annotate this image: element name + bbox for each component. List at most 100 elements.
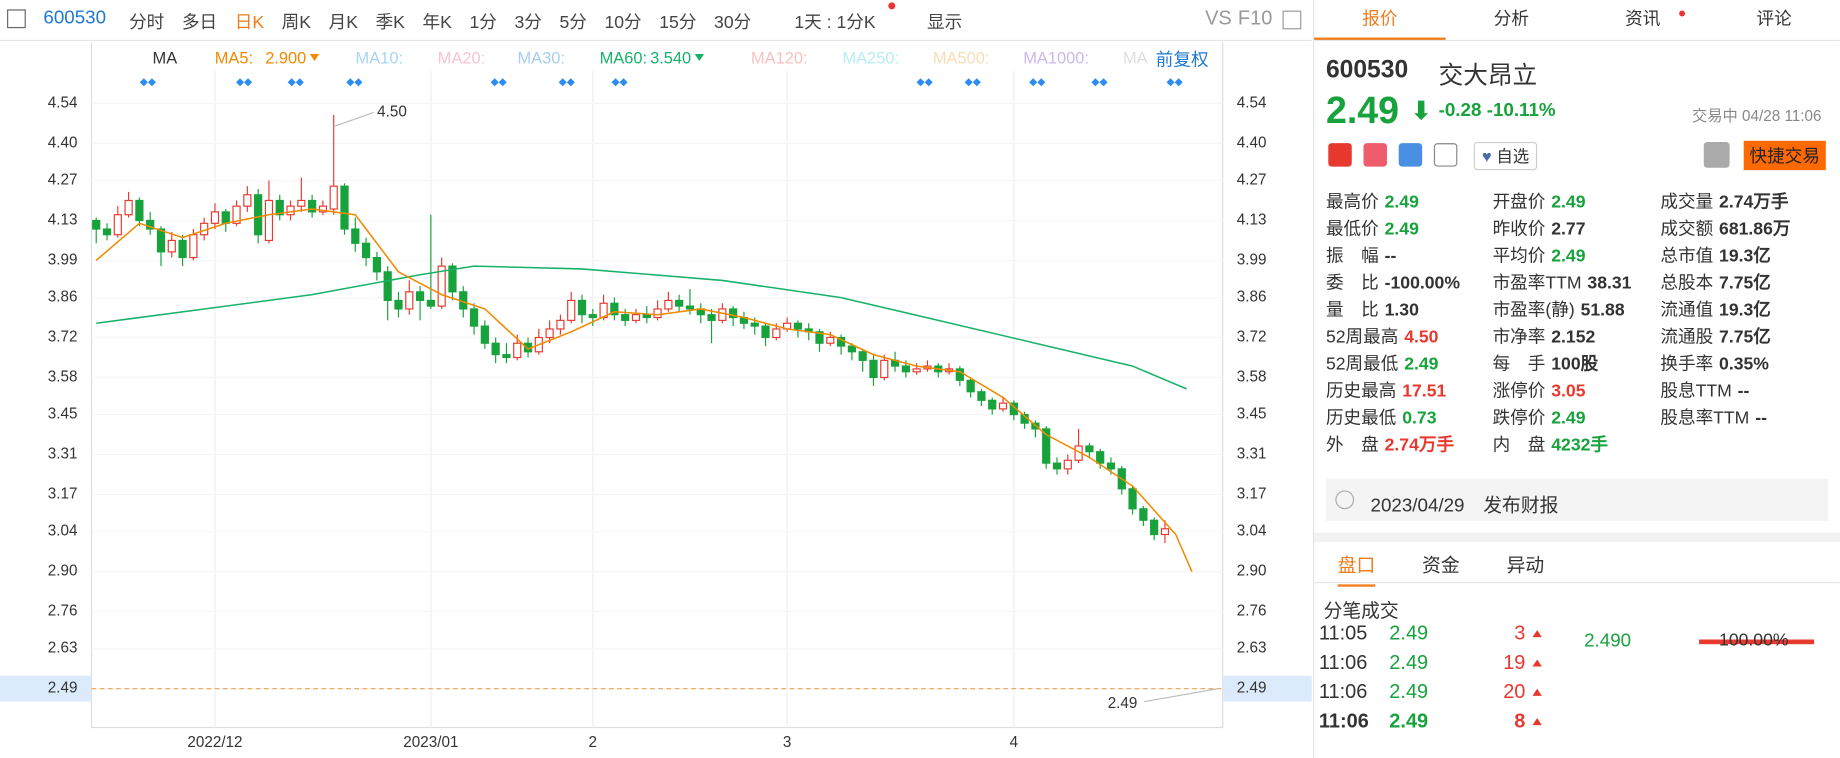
- period-select[interactable]: 1天 : 1分K: [794, 12, 876, 33]
- panel-tab[interactable]: 资讯: [1625, 9, 1661, 30]
- candle-body: [415, 291, 425, 301]
- stat-value: 51.88: [1580, 300, 1625, 321]
- candle-body: [718, 308, 727, 321]
- stat-value: 0.73: [1402, 408, 1437, 429]
- subtab[interactable]: 资金: [1422, 556, 1460, 577]
- candle-body: [124, 199, 133, 216]
- candle-body: [361, 242, 371, 259]
- panel-tab[interactable]: 评论: [1756, 9, 1792, 30]
- y-tick-label: 3.99: [48, 251, 78, 268]
- stat-label: 股息TTM: [1660, 381, 1732, 402]
- subtab[interactable]: 盘口: [1337, 549, 1376, 587]
- stat: 成交量 2.74万手: [1660, 189, 1788, 214]
- watch-button[interactable]: ♥ 自选: [1473, 141, 1538, 171]
- period-tab[interactable]: 3分: [514, 12, 542, 33]
- period-tab[interactable]: 1分: [469, 12, 497, 33]
- divider: [1314, 532, 1840, 543]
- event-marker: ◆◆: [559, 76, 576, 88]
- candle-body: [707, 314, 716, 321]
- vs-button[interactable]: VS: [1205, 7, 1232, 30]
- ma-caret: [309, 53, 320, 62]
- icon[interactable]: [1328, 143, 1352, 167]
- icon[interactable]: [1363, 143, 1387, 167]
- restore-button[interactable]: 前复权: [1155, 50, 1209, 71]
- watch-label: 自选: [1496, 146, 1530, 166]
- period-tab[interactable]: 周K: [281, 12, 312, 33]
- trade-time: 11:06: [1318, 709, 1369, 733]
- candle-body: [847, 345, 856, 353]
- stat: 市净率 2.152: [1493, 324, 1596, 349]
- period-tab[interactable]: 季K: [375, 12, 405, 33]
- candle-body: [1063, 459, 1072, 470]
- x-tick-label: 2022/12: [187, 734, 242, 751]
- ma-name: MA30:: [517, 48, 565, 67]
- event-marker: ◆◆: [1166, 76, 1183, 88]
- candle-body: [1160, 528, 1170, 536]
- stat: 跌停价 2.49: [1493, 405, 1586, 430]
- menu-icon[interactable]: [7, 9, 26, 29]
- ma-name: MA60:: [599, 48, 648, 67]
- icon[interactable]: [1433, 143, 1458, 167]
- period-tab[interactable]: 5分: [559, 12, 587, 33]
- stat-label: 委 比: [1325, 273, 1379, 294]
- y-tick-label: 3.04: [48, 523, 78, 540]
- period-tab[interactable]: 10分: [604, 12, 642, 33]
- stat: 最低价 2.49: [1326, 216, 1419, 241]
- trade-volume: 20: [1503, 680, 1526, 703]
- stat-label: 最低价: [1325, 219, 1379, 240]
- candle-body: [869, 359, 878, 379]
- ma-label[interactable]: MA: [152, 48, 178, 67]
- trade-button[interactable]: 快捷交易: [1743, 140, 1826, 171]
- candle-body: [221, 211, 230, 224]
- stat-label: 涨停价: [1492, 381, 1546, 402]
- ma-name: MA1000:: [1023, 48, 1089, 67]
- toolbar: 600530 分时 多日 日K 周K 月K 季K 年K 1分 3分 5分 10分 15分 30分 1天 …: [0, 0, 1312, 42]
- candle-body: [685, 305, 695, 310]
- stat: 内 盘 4232手: [1493, 432, 1608, 457]
- period-tab[interactable]: 日K: [234, 12, 265, 33]
- stat-value: 17.51: [1402, 381, 1447, 402]
- stat: 昨收价 2.77: [1493, 216, 1586, 241]
- trade-time: 11:06: [1318, 680, 1368, 703]
- bell[interactable]: [1703, 141, 1730, 168]
- icon[interactable]: [1398, 143, 1423, 167]
- panel-tab[interactable]: 报价: [1314, 0, 1446, 40]
- notice[interactable]: 2023/04/29 发布财报: [1370, 496, 1559, 517]
- stat: 市盈率(静) 51.88: [1493, 297, 1625, 322]
- stat: 量 比 1.30: [1326, 297, 1419, 322]
- candle-body: [243, 194, 252, 207]
- ma-name: MA250:: [842, 48, 900, 67]
- x-tick-label: 4: [1010, 734, 1019, 751]
- stat-label: 成交量: [1660, 192, 1714, 213]
- panel-tab[interactable]: 分析: [1493, 9, 1529, 30]
- candle-body: [858, 351, 867, 361]
- stat-label: 跌停价: [1492, 408, 1546, 429]
- period-tab[interactable]: 30分: [714, 12, 752, 33]
- y-tick-label: 4.54: [1237, 94, 1267, 111]
- layout-icon[interactable]: [1282, 10, 1302, 30]
- candle-body: [405, 291, 414, 310]
- candle-body: [189, 234, 198, 259]
- display-button[interactable]: 显示: [926, 12, 963, 33]
- price: 2.49: [1325, 89, 1400, 132]
- period-tab[interactable]: 年K: [422, 12, 452, 33]
- stat-value: 2.49: [1384, 192, 1419, 213]
- stat-value: -100.00%: [1384, 273, 1460, 294]
- ma5-line: [95, 208, 1193, 572]
- divider: [1314, 582, 1840, 584]
- candle-body: [264, 199, 274, 242]
- subtab[interactable]: 异动: [1506, 556, 1545, 577]
- period-tab[interactable]: 15分: [659, 12, 697, 33]
- stat-value: 1.30: [1384, 300, 1419, 321]
- period-tab[interactable]: 多日: [181, 12, 218, 33]
- period-tab[interactable]: 分时: [129, 12, 165, 33]
- y-tick-label: 3.45: [1237, 406, 1267, 423]
- trade-arrow: [1532, 718, 1542, 726]
- period-tab[interactable]: 月K: [328, 12, 358, 33]
- candle-body: [232, 205, 241, 224]
- f10-button[interactable]: F10: [1237, 7, 1273, 30]
- trade-arrow: [1532, 630, 1542, 638]
- candle-body: [426, 299, 435, 307]
- stat: 历史最低 0.73: [1326, 405, 1437, 430]
